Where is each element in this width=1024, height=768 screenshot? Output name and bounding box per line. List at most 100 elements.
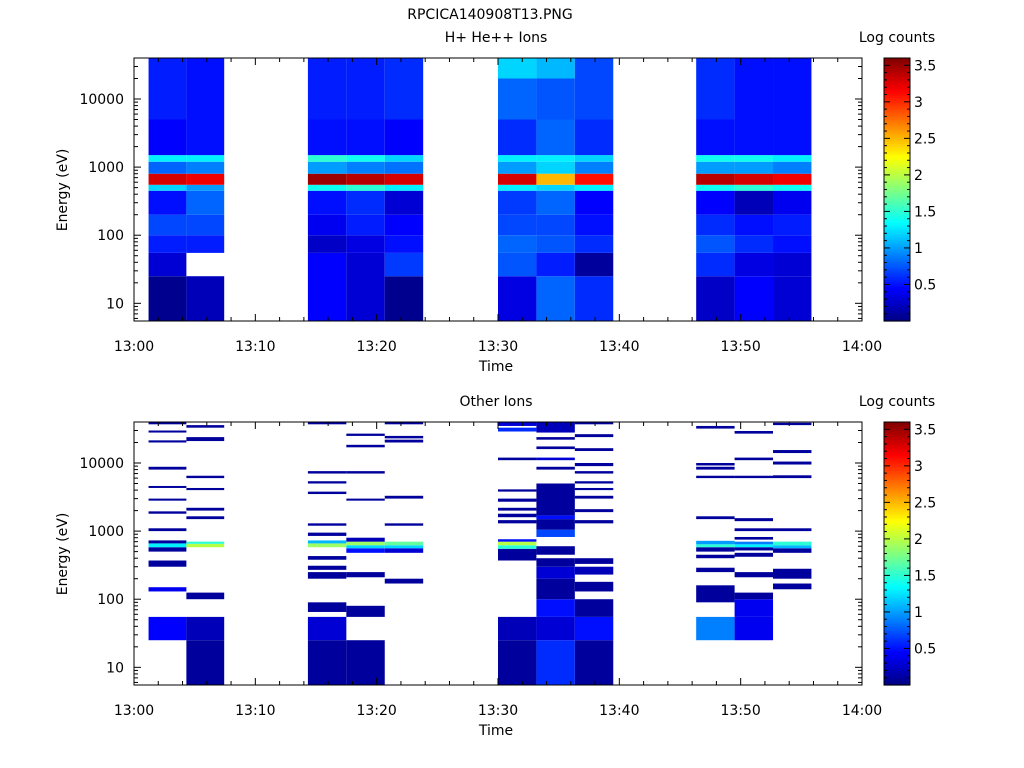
colorbar-segment [884, 189, 910, 193]
colorbar-segment [884, 579, 910, 583]
heatmap-cell [734, 184, 774, 191]
heatmap-cell [307, 640, 347, 685]
heatmap-cell [734, 528, 774, 532]
colorbar-segment [884, 544, 910, 548]
colorbar-segment [884, 114, 910, 118]
y-tick-label: 100 [97, 228, 124, 244]
colorbar-segment [884, 77, 910, 81]
heatmap-cell [536, 161, 575, 174]
colorbar-segment [884, 290, 910, 294]
colorbar-segment [884, 540, 910, 544]
colorbar-segment [884, 257, 910, 261]
heatmap-cell [307, 252, 347, 321]
heatmap-cell [307, 532, 347, 536]
heatmap-cell [148, 58, 187, 120]
heatmap-cell [498, 58, 537, 79]
colorbar-gradient: 0.5 1 1.5 2 2.5 3 3.5 [883, 57, 936, 322]
colorbar-segment [884, 213, 910, 217]
heatmap-cell [384, 523, 424, 526]
colorbar-segment [884, 509, 910, 513]
heatmap-cell [148, 214, 187, 236]
colorbar-segment [884, 178, 910, 182]
heatmap-cell [186, 58, 225, 120]
heatmap-cell [148, 155, 187, 162]
heatmap-cell [346, 190, 385, 215]
heatmap-cell [498, 78, 537, 120]
heatmap-cell [773, 119, 812, 156]
heatmap-cell [734, 161, 774, 174]
x-tick-label: 13:50 [720, 703, 760, 719]
heatmap-cell [773, 548, 812, 553]
heatmap-cell [574, 509, 614, 513]
heatmap-cell [536, 155, 575, 162]
colorbar-segment [884, 66, 910, 70]
heatmap-cell [498, 541, 537, 546]
colorbar-segment [884, 108, 910, 112]
colorbar-segment [884, 169, 910, 173]
heatmap-cell [346, 433, 385, 436]
heatmap-cell [574, 190, 614, 215]
heatmap-cell [346, 545, 385, 549]
colorbar-segment [884, 301, 910, 305]
colorbar-segment [884, 514, 910, 517]
colorbar-segment [884, 253, 910, 256]
colorbar-segment [884, 130, 910, 134]
x-tick-label: 14:00 [842, 703, 882, 719]
heatmap-cell [574, 235, 614, 253]
heatmap-cell [384, 190, 424, 215]
colorbar-segment [884, 535, 910, 539]
heatmap-cell [307, 543, 347, 548]
colorbar-segment [884, 185, 910, 188]
heatmap-cell [734, 252, 774, 277]
heatmap-cell [773, 528, 812, 532]
heatmap-cell [384, 439, 424, 443]
heatmap-cell [148, 235, 187, 253]
x-axis-label: Time [478, 723, 513, 739]
heatmap-cell [734, 547, 774, 551]
heatmap-cell [696, 58, 735, 120]
heatmap-cell [186, 190, 225, 215]
colorbar-segment [884, 529, 910, 533]
colorbar-tick-label: 3.5 [914, 58, 936, 74]
colorbar-segment [884, 680, 910, 684]
colorbar-segment [884, 312, 910, 316]
heatmap-cell [148, 511, 187, 514]
colorbar-segment [884, 533, 910, 537]
colorbar-segment [884, 430, 910, 434]
colorbar-segment [884, 485, 910, 489]
heatmap-cell [186, 541, 225, 544]
colorbar-segment [884, 90, 910, 94]
heatmap-cell [346, 155, 385, 162]
colorbar-segment [884, 527, 910, 530]
heatmap-cell [574, 119, 614, 156]
y-tick-label: 10000 [79, 92, 124, 108]
colorbar-segment [884, 224, 910, 228]
colorbar-segment [884, 426, 910, 430]
colorbar-segment [884, 147, 910, 151]
heatmap-cell [574, 616, 614, 641]
colorbar-segment [884, 174, 910, 177]
heatmap-cell [307, 565, 347, 570]
heatmap-cell [696, 475, 735, 479]
heatmap-cell [734, 155, 774, 162]
y-axis-label: Energy (eV) [55, 513, 71, 596]
colorbar-segment [884, 472, 910, 476]
heatmap-cell [773, 450, 812, 454]
colorbar-segment [884, 255, 910, 259]
colorbar-segment [884, 182, 910, 186]
heatmap-cell [696, 567, 735, 573]
colorbar-segment [884, 79, 910, 83]
heatmap-cell [148, 547, 187, 552]
y-tick-label: 1000 [88, 524, 124, 540]
colorbar-segment [884, 220, 910, 223]
colorbar-segment [884, 217, 910, 221]
colorbar-segment [884, 586, 910, 590]
heatmap-cell [574, 558, 614, 564]
heatmap-cell [574, 481, 614, 484]
colorbar-segment [884, 86, 910, 90]
heatmap-cell [346, 498, 385, 501]
heatmap-cell [696, 516, 735, 520]
colorbar-segment [884, 654, 910, 658]
colorbar-segment [884, 557, 910, 561]
colorbar-segment [884, 671, 910, 675]
